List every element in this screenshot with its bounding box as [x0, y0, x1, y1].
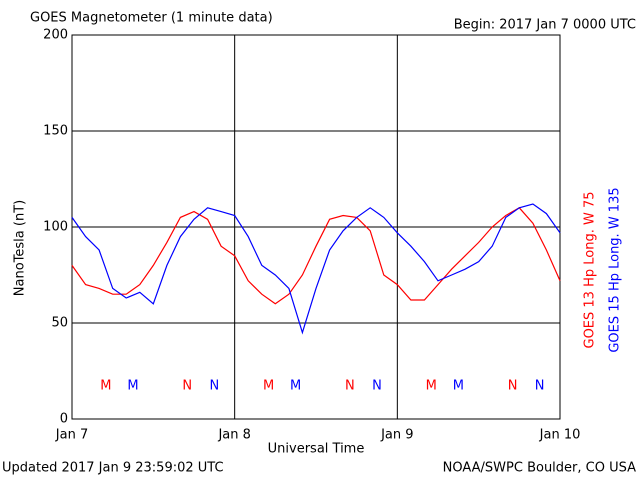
legend-entry: GOES 15 Hp Long. W 135 — [608, 187, 623, 352]
series-line — [71, 207, 561, 305]
y-axis-label: NanoTesla (nT) — [13, 200, 28, 296]
y-tick-label: 150 — [43, 124, 68, 139]
local-time-marker: N — [372, 379, 382, 394]
chart-title: GOES Magnetometer (1 minute data) — [30, 11, 273, 26]
x-tick-label: Jan 7 — [55, 428, 88, 443]
y-tick-label: 50 — [51, 316, 68, 331]
y-tick-label: 200 — [43, 28, 68, 43]
local-time-marker: M — [100, 379, 111, 394]
x-tick-label: Jan 8 — [217, 428, 250, 443]
x-axis-label: Universal Time — [268, 442, 365, 457]
footer-right: NOAA/SWPC Boulder, CO USA — [443, 461, 636, 476]
local-time-marker: M — [453, 379, 464, 394]
series-line — [71, 203, 561, 335]
local-time-marker: M — [426, 379, 437, 394]
local-time-marker: N — [209, 379, 219, 394]
y-tick-label: 0 — [60, 412, 68, 427]
local-time-marker: M — [290, 379, 301, 394]
y-tick-label: 100 — [43, 220, 68, 235]
x-tick-label: Jan 10 — [539, 428, 581, 443]
local-time-marker: N — [508, 379, 518, 394]
legend-entry: GOES 13 Hp Long. W 75 — [583, 192, 598, 349]
local-time-marker: N — [535, 379, 545, 394]
local-time-marker: M — [127, 379, 138, 394]
local-time-marker: N — [345, 379, 355, 394]
local-time-marker: M — [263, 379, 274, 394]
x-tick-label: Jan 9 — [380, 428, 413, 443]
footer-left: Updated 2017 Jan 9 23:59:02 UTC — [2, 461, 224, 476]
local-time-marker: N — [182, 379, 192, 394]
chart-subtitle: Begin: 2017 Jan 7 0000 UTC — [454, 18, 636, 33]
